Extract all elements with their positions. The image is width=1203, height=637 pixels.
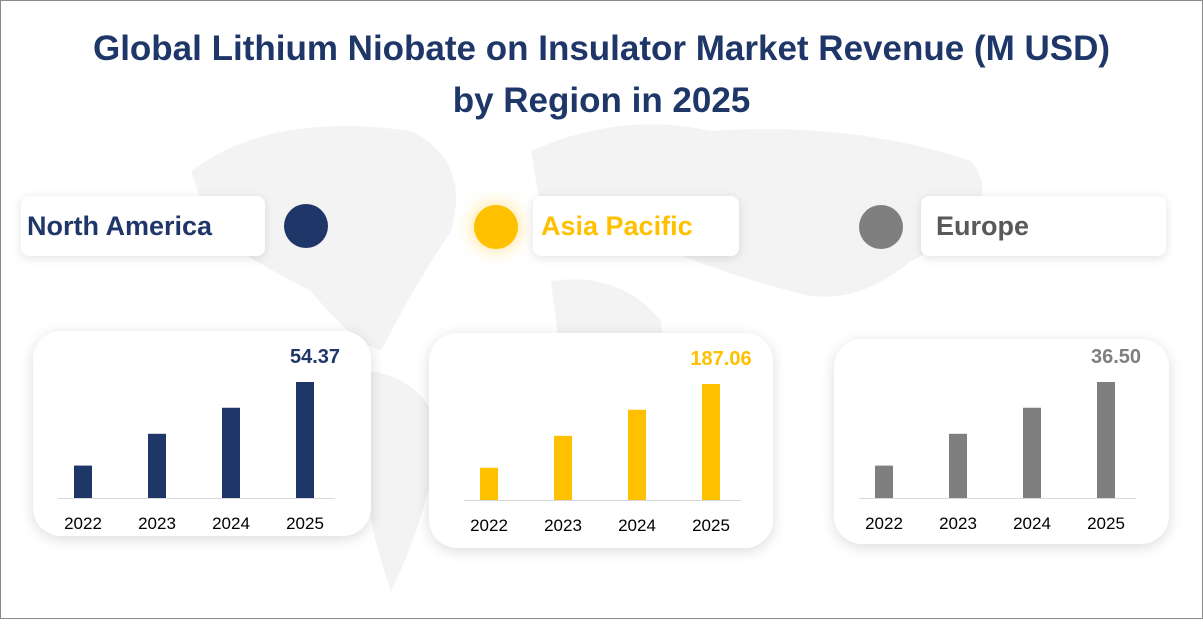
x-tick-label: 2022 [64, 514, 102, 533]
legend-europe: Europe [921, 196, 1166, 256]
data-label: 36.50 [1091, 346, 1141, 368]
bar-2025 [702, 384, 720, 500]
asia-pacific-chart: 2022 2023 2024 2025 187.06 [429, 333, 773, 548]
x-tick-label: 2024 [212, 514, 250, 533]
x-tick-label: 2024 [618, 516, 656, 535]
bar-chart: 2022 2023 2024 2025 187.06 [464, 348, 752, 535]
north-america-marker [284, 204, 328, 248]
bar-2025 [296, 382, 314, 498]
bar-2023 [148, 433, 166, 498]
chart-title: Global Lithium Niobate on Insulator Mark… [92, 29, 1111, 120]
x-tick-label: 2022 [865, 514, 903, 533]
bar-2024 [628, 409, 646, 500]
x-tick-label: 2022 [470, 516, 508, 535]
x-tick-label: 2025 [1087, 514, 1125, 533]
bar-2025 [1097, 382, 1115, 498]
data-label: 187.06 [690, 348, 751, 370]
bar-2023 [949, 433, 967, 498]
x-tick-label: 2025 [286, 514, 324, 533]
europe-marker [859, 205, 903, 249]
bar-chart: 2022 2023 2024 2025 36.50 [859, 346, 1141, 533]
bar-2024 [1023, 407, 1041, 498]
x-tick-label: 2023 [939, 514, 977, 533]
bar-2022 [74, 465, 92, 498]
europe-chart: 2022 2023 2024 2025 36.50 [834, 339, 1169, 544]
bar-2024 [222, 407, 240, 498]
bar-2022 [480, 467, 498, 500]
legend-asia-pacific: Asia Pacific [533, 196, 739, 256]
data-label: 54.37 [290, 346, 340, 368]
bar-2022 [875, 465, 893, 498]
x-tick-label: 2023 [544, 516, 582, 535]
bar-2023 [554, 435, 572, 500]
x-tick-label: 2024 [1013, 514, 1051, 533]
asia-pacific-marker [474, 205, 518, 249]
x-tick-label: 2023 [138, 514, 176, 533]
bar-chart: 2022 2023 2024 2025 54.37 [58, 346, 340, 533]
x-tick-label: 2025 [692, 516, 730, 535]
infographic: Global Lithium Niobate on Insulator Mark… [0, 0, 1203, 619]
legend-north-america: North America [21, 196, 265, 256]
north-america-chart: 2022 2023 2024 2025 54.37 [33, 331, 371, 536]
